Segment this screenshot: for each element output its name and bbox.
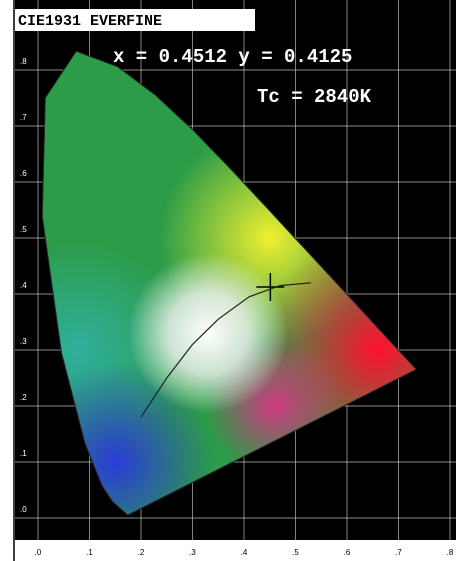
x-tick-label: .1: [86, 548, 93, 557]
y-tick-label: .1: [20, 449, 27, 458]
y-tick-label: .4: [20, 281, 27, 290]
y-tick-label: .3: [20, 337, 27, 346]
y-tick-label: .6: [20, 169, 27, 178]
x-tick-label: .0: [35, 548, 42, 557]
y-tick-label: .5: [20, 225, 27, 234]
color-blob: [127, 253, 288, 414]
cct-annotation: Tc = 2840K: [257, 86, 372, 108]
x-tick-label: .3: [189, 548, 196, 557]
marks: [256, 273, 285, 301]
y-tick-label: .7: [20, 113, 27, 122]
crosshair: [256, 273, 285, 301]
x-tick-label: .6: [344, 548, 351, 557]
x-tick-label: .4: [241, 548, 248, 557]
x-tick-label: .5: [292, 548, 299, 557]
chart-title: CIE1931 EVERFINE: [18, 13, 162, 30]
y-tick-label: .0: [20, 505, 27, 514]
x-tick-label: .8: [447, 548, 454, 557]
coordinates-annotation: x = 0.4512 y = 0.4125: [113, 46, 352, 68]
x-tick-label: .2: [138, 548, 145, 557]
title-box: [15, 9, 255, 31]
x-tick-label: .7: [395, 548, 402, 557]
locus-border: [41, 50, 418, 516]
y-tick-label: .8: [20, 57, 27, 66]
planckian-locus: [140, 282, 312, 418]
y-tick-label: .2: [20, 393, 27, 402]
